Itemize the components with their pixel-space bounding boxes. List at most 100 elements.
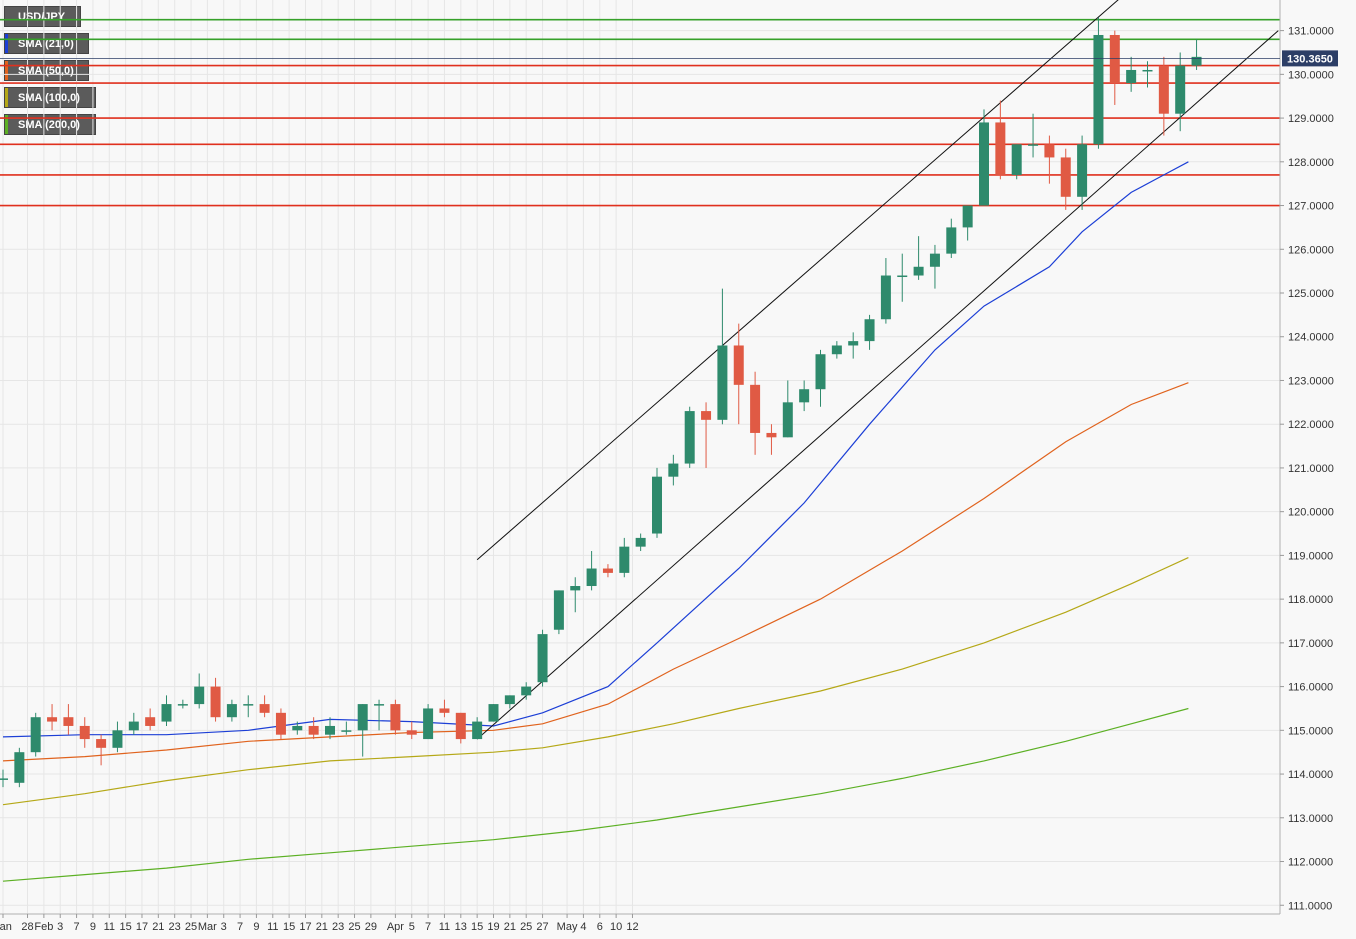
candle-body (1158, 65, 1169, 114)
candle (390, 699, 401, 735)
candle-body (897, 275, 908, 278)
candle-body (210, 686, 221, 718)
candle-body (537, 634, 548, 683)
candle (292, 721, 303, 735)
sma-200-swatch (5, 115, 8, 134)
y-tick-label: 114.0000 (1288, 769, 1333, 781)
candle-body (913, 266, 924, 276)
y-tick-label: 130.0000 (1288, 69, 1334, 81)
sma-line (2, 382, 1189, 762)
candle-body (995, 122, 1006, 175)
x-tick-label: 17 (136, 921, 148, 933)
candle-body (553, 590, 564, 630)
candle (1158, 56, 1169, 136)
candle (570, 577, 581, 613)
y-tick-label: 129.0000 (1288, 113, 1334, 125)
candle-body (864, 319, 875, 342)
candle-body (423, 708, 434, 740)
candle (325, 717, 335, 740)
sma-line (2, 557, 1189, 806)
candle (1126, 56, 1137, 92)
y-tick-label: 117.0000 (1288, 638, 1333, 650)
candle (1093, 17, 1104, 149)
candle (782, 380, 793, 438)
candle-body (472, 721, 483, 740)
y-tick-label: 127.0000 (1288, 201, 1334, 213)
legend-sma-200[interactable]: SMA (200,0) (4, 114, 96, 135)
x-axis-ticks: Jan28Feb379111517212325Mar37911151721232… (0, 914, 639, 933)
candle (799, 380, 810, 412)
x-tick-label: 23 (169, 921, 181, 933)
candle-body (112, 730, 123, 748)
candle (586, 551, 597, 591)
candle-body (619, 546, 630, 573)
candle-body (668, 463, 679, 477)
candle (79, 717, 90, 748)
candle (537, 629, 548, 687)
y-tick-label: 115.0000 (1288, 725, 1333, 737)
candle-body (406, 730, 417, 735)
candle-body (128, 721, 139, 731)
x-tick-label: 10 (610, 921, 622, 933)
candle-body (79, 725, 90, 740)
candle (684, 406, 695, 468)
x-tick-label: Feb (34, 921, 53, 933)
candle (553, 590, 564, 635)
x-tick-label: 23 (332, 921, 344, 933)
grid (0, 0, 1280, 914)
instrument-swatch (5, 7, 8, 26)
candle-body (602, 568, 613, 573)
candle (488, 704, 499, 722)
x-tick-label: 12 (626, 921, 638, 933)
candle (864, 314, 875, 350)
candle (226, 699, 237, 722)
candle (1109, 30, 1120, 105)
x-tick-label: 13 (455, 921, 467, 933)
candle-body (1077, 144, 1088, 197)
candle (831, 341, 842, 359)
x-tick-label: 3 (57, 921, 63, 933)
y-tick-label: 116.0000 (1288, 682, 1333, 694)
candle-body (586, 568, 597, 587)
candle (374, 699, 385, 731)
candle (1175, 52, 1186, 132)
y-tick-label: 113.0000 (1288, 813, 1333, 825)
candle-body (275, 712, 286, 735)
candle (30, 712, 41, 757)
candle-body (733, 345, 744, 385)
y-tick-label: 131.0000 (1288, 26, 1334, 38)
candle-body (226, 704, 237, 718)
x-tick-label: 28 (21, 921, 33, 933)
candle-body (145, 717, 156, 726)
x-tick-label: Mar (198, 921, 217, 933)
x-tick-label: 4 (580, 921, 586, 933)
candle-body (1126, 69, 1137, 84)
y-tick-label: 123.0000 (1288, 375, 1334, 387)
x-tick-label: 9 (90, 921, 96, 933)
sma-100-swatch (5, 88, 8, 107)
candle-body (308, 725, 319, 735)
candle (177, 699, 188, 709)
sma-line (2, 161, 1189, 738)
y-tick-label: 121.0000 (1288, 463, 1334, 475)
x-tick-label: 25 (348, 921, 360, 933)
candle-body (243, 704, 254, 706)
candle-body (0, 778, 8, 780)
x-tick-label: May (557, 921, 578, 933)
candle (275, 708, 286, 740)
legend-sma-100[interactable]: SMA (100,0) (4, 87, 96, 108)
candle (243, 695, 254, 718)
candle-body (504, 695, 515, 705)
moving-averages (2, 161, 1189, 882)
candle-body (455, 712, 466, 740)
candle (602, 564, 613, 578)
y-tick-label: 119.0000 (1288, 550, 1333, 562)
channel-line (476, 30, 1279, 740)
x-tick-label: 5 (409, 921, 415, 933)
candle (423, 704, 434, 740)
y-axis-ticks: 111.0000 112.0000 113.0000 114.0000 115.0000… (1280, 26, 1334, 912)
candle-body (652, 476, 662, 534)
candle (1191, 39, 1202, 70)
candle-body (488, 704, 499, 722)
